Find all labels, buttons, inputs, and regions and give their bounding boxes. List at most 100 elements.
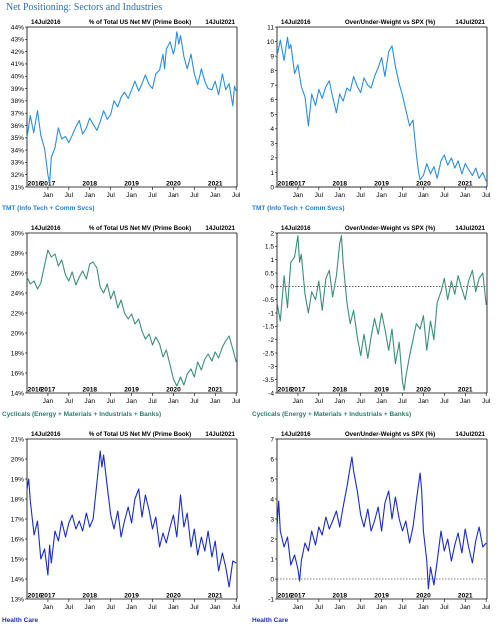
chart-cyclicals-net-mv: 14Jul2016 % of Total US Net MV (Prime Boo…: [11, 225, 241, 405]
chart-start-date: 14Jul2016: [31, 225, 61, 232]
x-year-label: 2017: [291, 181, 306, 188]
x-year-label: 2021: [208, 387, 223, 394]
y-tick-label: 7: [270, 436, 274, 443]
y-tick-label: 1: [270, 257, 274, 264]
x-year-label: 2019: [124, 181, 139, 188]
x-month-label: Jul: [65, 398, 74, 405]
y-tick-label: 31%: [11, 184, 24, 191]
y-tick-label: 40%: [11, 74, 24, 81]
y-tick-label: 1: [270, 170, 274, 177]
x-month-label: Jan: [293, 604, 304, 611]
y-tick-label: 21%: [11, 436, 24, 443]
x-month-label: Jan: [460, 192, 471, 199]
y-tick-label: 39%: [11, 86, 24, 93]
x-month-label: Jan: [126, 398, 137, 405]
x-month-label: Jul: [315, 398, 324, 405]
x-month-label: Jan: [168, 604, 179, 611]
y-tick-label: 5: [270, 112, 274, 119]
y-tick-label: 26%: [11, 270, 24, 277]
x-month-label: Jul: [482, 604, 491, 611]
chart-start-date: 14Jul2016: [281, 19, 311, 26]
chart-start-date: 14Jul2016: [31, 19, 61, 26]
x-month-label: Jul: [398, 192, 407, 199]
y-tick-label: 13%: [11, 596, 24, 603]
x-month-label: Jul: [440, 398, 449, 405]
x-month-label: Jan: [84, 192, 95, 199]
x-month-label: Jan: [376, 398, 387, 405]
chart-end-date: 14Jul2021: [455, 431, 485, 438]
chart-panel-cyclicals-net-mv: 14Jul2016 % of Total US Net MV (Prime Boo…: [0, 222, 245, 420]
x-year-label: 2019: [374, 387, 389, 394]
series-line: [276, 235, 487, 391]
y-tick-label: -2: [268, 337, 274, 344]
chart-title: % of Total US Net MV (Prime Book): [89, 225, 191, 232]
page-title: Net Positioning: Sectors and Industries: [6, 2, 163, 13]
y-tick-label: 43%: [11, 37, 24, 44]
y-tick-label: 32%: [11, 172, 24, 179]
x-month-label: Jul: [148, 604, 157, 611]
y-tick-label: 28%: [11, 250, 24, 257]
x-month-label: Jul: [190, 398, 199, 405]
x-year-label: 2016: [28, 181, 43, 188]
series-line: [276, 36, 487, 182]
x-year-label: 2017: [291, 387, 306, 394]
x-month-label: Jul: [440, 192, 449, 199]
y-tick-label: 5: [270, 476, 274, 483]
chart-end-date: 14Jul2021: [205, 431, 235, 438]
y-tick-label: 4: [270, 126, 274, 133]
x-month-label: Jan: [376, 192, 387, 199]
x-month-label: Jan: [460, 604, 471, 611]
x-month-label: Jan: [43, 192, 54, 199]
x-year-label: 2019: [374, 593, 389, 600]
y-tick-label: 0: [270, 184, 274, 191]
x-year-label: 2020: [416, 181, 431, 188]
x-year-label: 2019: [124, 593, 139, 600]
x-year-label: 2021: [208, 181, 223, 188]
x-month-label: Jul: [148, 192, 157, 199]
chart-title: % of Total US Net MV (Prime Book): [89, 19, 191, 26]
x-month-label: Jan: [126, 604, 137, 611]
y-tick-label: -4: [268, 390, 274, 397]
x-year-label: 2016: [278, 181, 293, 188]
x-month-label: Jul: [190, 192, 199, 199]
x-month-label: Jan: [84, 398, 95, 405]
x-year-label: 2017: [41, 181, 56, 188]
y-tick-label: 33%: [11, 160, 24, 167]
x-month-label: Jul: [106, 192, 115, 199]
x-month-label: Jan: [210, 398, 221, 405]
chart-end-date: 14Jul2021: [455, 19, 485, 26]
y-tick-label: 34%: [11, 147, 24, 154]
x-month-label: Jan: [293, 192, 304, 199]
chart-title: Over/Under-Weight vs SPX (%): [345, 19, 435, 26]
chart-series-label: TMT (Info Tech + Comm Svcs): [2, 205, 95, 212]
y-tick-label: 20%: [11, 330, 24, 337]
x-year-label: 2020: [416, 387, 431, 394]
chart-panel-healthcare-net-mv: 14Jul2016 % of Total US Net MV (Prime Boo…: [0, 428, 245, 626]
x-year-label: 2017: [41, 593, 56, 600]
y-tick-label: -1: [268, 310, 274, 317]
x-month-label: Jul: [190, 604, 199, 611]
x-year-label: 2020: [166, 181, 181, 188]
chart-healthcare-net-mv: 14Jul2016 % of Total US Net MV (Prime Boo…: [11, 431, 241, 611]
y-tick-label: 15%: [11, 556, 24, 563]
x-month-label: Jul: [65, 604, 74, 611]
y-tick-label: 8: [270, 68, 274, 75]
x-month-label: Jan: [334, 604, 345, 611]
y-tick-label: -3: [268, 364, 274, 371]
chart-healthcare-overweight: 14Jul2016 Over/Under-Weight vs SPX (%) 14J…: [268, 431, 491, 611]
x-month-label: Jan: [210, 604, 221, 611]
series-line: [276, 456, 487, 590]
y-tick-label: -1: [268, 596, 274, 603]
x-month-label: Jul: [315, 192, 324, 199]
y-tick-label: 44%: [11, 24, 24, 31]
x-month-label: Jul: [398, 398, 407, 405]
y-tick-label: 22%: [11, 310, 24, 317]
series-line: [26, 450, 237, 588]
chart-title: Over/Under-Weight vs SPX (%): [345, 431, 435, 438]
x-month-label: Jan: [84, 604, 95, 611]
x-month-label: Jan: [418, 398, 429, 405]
y-tick-label: 36%: [11, 123, 24, 130]
x-year-label: 2020: [166, 387, 181, 394]
x-year-label: 2021: [458, 387, 473, 394]
x-year-label: 2019: [124, 387, 139, 394]
